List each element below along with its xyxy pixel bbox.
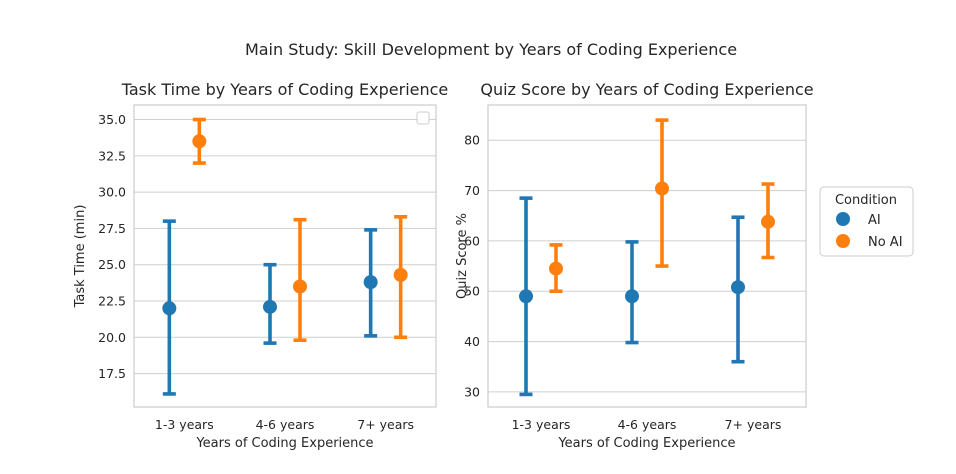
data-point	[192, 134, 207, 149]
y-tick-label: 25.0	[98, 257, 126, 272]
legend-item-label: No AI	[868, 235, 903, 250]
x-tick-label: 1-3 years	[155, 417, 214, 432]
y-tick-label: 80	[464, 133, 480, 148]
y-tick-label: 30	[464, 384, 480, 399]
data-point	[655, 181, 669, 196]
legend-item-label: AI	[868, 213, 881, 228]
legend: Condition AI No AI	[819, 186, 914, 257]
data-point	[363, 275, 378, 290]
y-tick-label: 30.0	[98, 185, 126, 200]
x-tick-label: 7+ years	[725, 417, 782, 432]
y-tick-label: 22.5	[98, 294, 126, 309]
data-point	[293, 279, 307, 294]
x-tick-label: 1-3 years	[512, 417, 571, 432]
x-tick-label: 4-6 years	[256, 417, 315, 432]
y-tick-label: 50	[464, 284, 480, 299]
legend-marker	[836, 212, 850, 226]
y-axis-label: Quiz Score %	[455, 213, 470, 299]
chart-title: Task Time by Years of Coding Experience	[121, 80, 449, 99]
empty-legend-box	[416, 111, 430, 125]
data-point	[731, 280, 745, 295]
data-point	[761, 214, 775, 229]
y-tick-label: 70	[464, 183, 480, 198]
data-point	[519, 289, 533, 304]
data-point	[162, 301, 177, 316]
data-point	[625, 289, 639, 304]
x-axis-label: Years of Coding Experience	[195, 436, 373, 451]
data-point	[393, 267, 408, 282]
y-tick-label: 40	[464, 334, 480, 349]
x-tick-label: 7+ years	[357, 417, 414, 432]
y-tick-label: 60	[464, 233, 480, 248]
legend-title: Condition	[835, 193, 897, 208]
plot-frame	[487, 104, 807, 408]
y-tick-label: 17.5	[98, 366, 126, 381]
legend-marker	[836, 234, 850, 248]
plot-frame	[133, 104, 437, 408]
x-axis-label: Years of Coding Experience	[557, 436, 735, 451]
chart-panel-0: 17.5 20.0 22.5 25.0 27.5 30.0 32.5 35.0 1-3 year…	[73, 80, 448, 451]
y-tick-label: 35.0	[98, 112, 126, 127]
chart-panel-1: 30 40 50 60 70 80 1-3 years 4-6 years 7+ years Qu…	[455, 80, 814, 451]
data-point	[263, 299, 277, 314]
x-tick-label: 4-6 years	[618, 417, 677, 432]
chart-title: Quiz Score by Years of Coding Experience	[480, 80, 813, 99]
figure-suptitle: Main Study: Skill Development by Years o…	[245, 40, 737, 59]
y-tick-label: 32.5	[98, 148, 126, 163]
y-axis-label: Task Time (min)	[73, 205, 88, 309]
y-tick-label: 27.5	[98, 221, 126, 236]
data-point	[549, 261, 563, 276]
y-tick-label: 20.0	[98, 330, 126, 345]
